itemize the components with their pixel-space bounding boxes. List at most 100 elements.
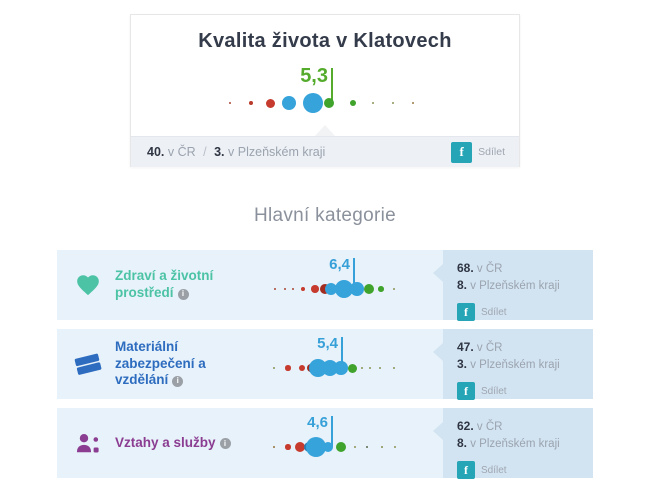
hero-card: Kvalita života v Klatovech 5,3 40. v ČR …: [130, 14, 520, 167]
rank-cr-value: 62.: [457, 419, 474, 433]
chart-dot: [334, 361, 348, 375]
heart-icon: [71, 273, 105, 297]
chart-dot: [369, 367, 371, 369]
category-label: Materiální zabezpečení a vzdělání i: [115, 339, 243, 390]
hero-chart-area: Kvalita života v Klatovech 5,3: [131, 15, 519, 136]
panel-arrow: [433, 343, 443, 361]
rank-region: 8. v Plzeňském kraji: [457, 435, 585, 452]
chart-dot: [322, 360, 338, 376]
category-distribution-chart: 4,6: [265, 414, 405, 462]
facebook-share-button[interactable]: f Sdílet: [457, 303, 585, 321]
category-rank-panel: 47. v ČR 3. v Plzeňském kraji f Sdílet: [433, 329, 593, 400]
chart-dot: [371, 101, 375, 105]
chart-dot: [347, 363, 357, 373]
facebook-share-button[interactable]: f Sdílet: [457, 461, 585, 479]
chart-dot: [361, 367, 363, 369]
category-main: Zdraví a životní prostředí i 6,4: [57, 250, 443, 320]
rank-region-label: v Plzeňském kraji: [470, 280, 560, 292]
chart-dot: [285, 444, 291, 450]
rank-region: 3. v Plzeňském kraji: [457, 356, 585, 373]
chart-dot: [350, 282, 364, 296]
chart-dot: [300, 286, 306, 292]
chart-dot: [228, 101, 232, 105]
people-icon: [71, 431, 105, 455]
chart-dot: [248, 100, 254, 106]
category-row-zdravi: Zdraví a životní prostředí i 6,4 68. v ČR…: [57, 250, 593, 321]
panel-arrow: [433, 264, 443, 282]
panel-arrow: [433, 422, 443, 440]
rank-cr-label: v ČR: [167, 145, 196, 159]
category-score-value: 6,4: [329, 256, 350, 273]
category-rank-panel: 62. v ČR 8. v Plzeňském kraji f Sdílet: [433, 408, 593, 479]
score-marker-line: [341, 337, 343, 368]
chart-dot: [311, 285, 319, 293]
chart-dot: [381, 446, 383, 448]
facebook-icon[interactable]: f: [457, 382, 475, 400]
category-main: Materiální zabezpečení a vzdělání i 5,4: [57, 329, 443, 399]
category-name: Materiální zabezpečení a vzdělání: [115, 338, 206, 388]
facebook-icon[interactable]: f: [457, 303, 475, 321]
chart-dot: [391, 101, 395, 105]
category-row-vztahy: Vztahy a služby i 4,6 62. v ČR 8. v Plzeň…: [57, 408, 593, 479]
chart-dot: [324, 98, 334, 108]
hero-ranks: 40. v ČR / 3. v Plzeňském kraji: [147, 145, 325, 159]
chart-dot: [294, 441, 306, 453]
share-label: Sdílet: [481, 385, 507, 397]
info-icon[interactable]: i: [219, 438, 231, 450]
chart-dot: [298, 364, 306, 372]
category-label: Zdraví a životní prostředí i: [115, 268, 243, 302]
chart-dot: [324, 282, 338, 296]
rank-cr-value: 47.: [457, 340, 474, 354]
category-score-value: 4,6: [307, 414, 328, 431]
rank-region-value: 8.: [457, 278, 468, 292]
rank-region-label: v Plzeňském kraji: [470, 359, 560, 371]
category-row-material: Materiální zabezpečení a vzdělání i 5,4 4…: [57, 329, 593, 400]
facebook-share-button[interactable]: f Sdílet: [451, 141, 505, 163]
chart-dot: [411, 101, 415, 105]
rank-separator: /: [203, 145, 207, 159]
chart-dot: [273, 367, 275, 369]
chart-dot: [394, 446, 396, 448]
info-icon[interactable]: i: [177, 288, 189, 300]
category-name: Zdraví a životní prostředí: [115, 268, 214, 300]
share-label: Sdílet: [478, 146, 505, 158]
facebook-share-button[interactable]: f Sdílet: [457, 382, 585, 400]
chart-dot: [354, 446, 356, 448]
score-marker-line: [331, 416, 333, 447]
chart-dot: [285, 365, 291, 371]
chart-dot: [379, 367, 381, 369]
share-label: Sdílet: [481, 464, 507, 476]
facebook-icon[interactable]: f: [451, 141, 473, 163]
category-main: Vztahy a služby i 4,6: [57, 408, 443, 478]
rank-region-label: v Plzeňském kraji: [470, 438, 560, 450]
chart-dot: [303, 93, 323, 113]
chart-dot: [378, 286, 384, 292]
rank-cr: 62. v ČR: [457, 418, 585, 435]
chart-dot: [335, 441, 347, 453]
chart-dot: [282, 96, 296, 110]
section-title: Hlavní kategorie: [253, 205, 397, 226]
rank-cr: 68. v ČR: [457, 260, 585, 277]
score-marker-line: [331, 68, 333, 105]
chart-dot: [273, 446, 275, 448]
category-rank-panel: 68. v ČR 8. v Plzeňském kraji f Sdílet: [433, 250, 593, 321]
chart-dot: [393, 367, 395, 369]
score-marker-line: [353, 258, 355, 289]
share-label: Sdílet: [481, 306, 507, 318]
hero-distribution-chart: 5,3: [221, 65, 431, 115]
category-score-value: 5,4: [317, 335, 338, 352]
chart-dot: [283, 287, 287, 291]
facebook-icon[interactable]: f: [457, 461, 475, 479]
chart-dot: [364, 284, 374, 294]
category-label: Vztahy a služby i: [115, 435, 243, 452]
chart-dot: [334, 279, 354, 299]
card-notch-arrow: [315, 125, 335, 136]
info-icon[interactable]: i: [172, 375, 184, 387]
hero-score-value: 5,3: [300, 65, 328, 87]
category-name: Vztahy a služby: [115, 434, 216, 450]
chart-dot: [265, 98, 275, 108]
rank-region-value: 8.: [457, 436, 468, 450]
rank-region: 8. v Plzeňském kraji: [457, 277, 585, 294]
rank-region-value: 3.: [214, 145, 225, 159]
